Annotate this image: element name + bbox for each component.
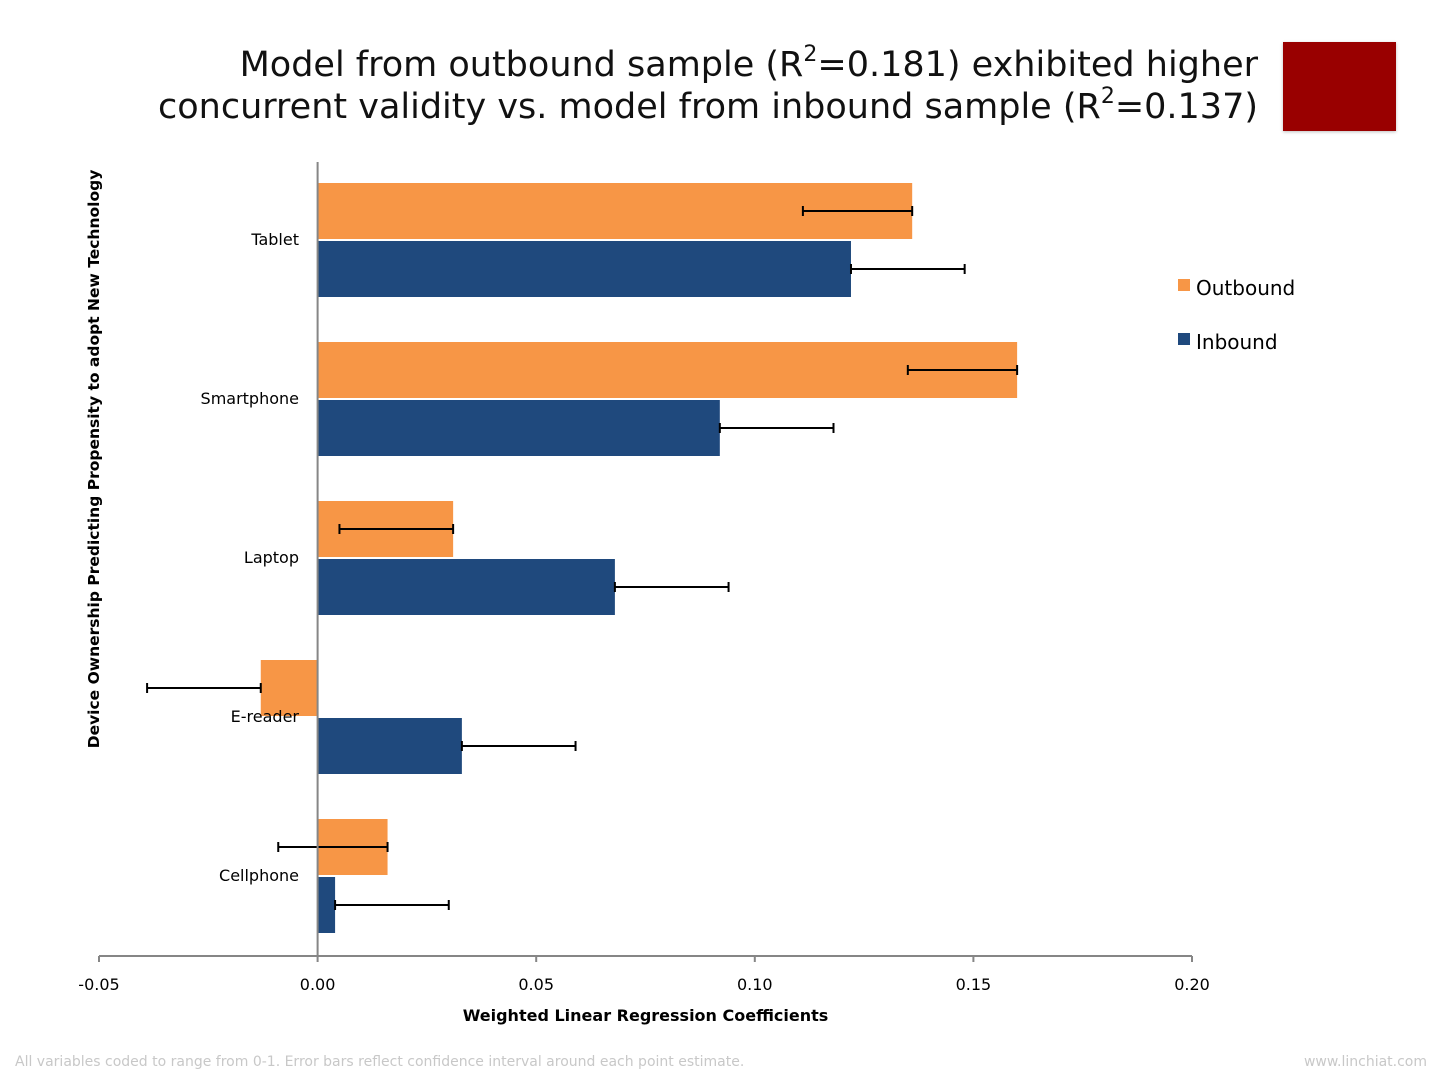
x-tick-label-2: 0.05 (518, 975, 554, 994)
legend-label-inbound: Inbound (1196, 330, 1278, 354)
y-axis-title: Device Ownership Predicting Propensity t… (85, 170, 103, 749)
bar-inbound-tablet (317, 241, 851, 297)
bar-inbound-smartphone (317, 400, 720, 456)
footer-site: www.linchiat.com (1303, 1054, 1427, 1070)
category-label-e-reader: E-reader (231, 707, 300, 726)
x-tick-label-0: -0.05 (78, 975, 119, 994)
title-line-2: concurrent validity vs. model from inbou… (150, 86, 1258, 128)
x-tick-label-3: 0.10 (737, 975, 773, 994)
category-label-tablet: Tablet (250, 230, 299, 249)
bar-outbound-e-reader (260, 660, 318, 716)
title-line-2-pre: concurrent validity vs. model from inbou… (158, 87, 1101, 127)
legend-swatch-outbound (1178, 279, 1190, 291)
bar-inbound-e-reader (317, 718, 462, 774)
bar-inbound-cellphone (317, 877, 336, 933)
title-line-1-superscript: 2 (803, 42, 818, 68)
title-line-1-pre: Model from outbound sample (R (239, 45, 804, 85)
x-tick-label-1: 0.00 (300, 975, 336, 994)
legend-swatch-inbound (1178, 333, 1190, 345)
legend-label-outbound: Outbound (1196, 276, 1295, 300)
title-line-1-post: =0.181) exhibited higher (817, 45, 1258, 85)
category-label-laptop: Laptop (244, 548, 299, 567)
slide-title: Model from outbound sample (R2=0.181) ex… (150, 44, 1258, 128)
x-tick-label-5: 0.20 (1174, 975, 1210, 994)
title-line-2-superscript: 2 (1100, 84, 1115, 110)
category-label-smartphone: Smartphone (201, 389, 299, 408)
bar-inbound-laptop (317, 559, 615, 615)
footer-note: All variables coded to range from 0-1. E… (15, 1054, 745, 1070)
title-line-1: Model from outbound sample (R2=0.181) ex… (150, 44, 1258, 86)
x-tick-label-4: 0.15 (956, 975, 992, 994)
bar-outbound-smartphone (317, 342, 1018, 398)
category-label-cellphone: Cellphone (219, 866, 299, 885)
title-line-2-post: =0.137) (1114, 87, 1258, 127)
x-axis-title: Weighted Linear Regression Coefficients (463, 1006, 829, 1025)
accent-box (1283, 42, 1396, 131)
